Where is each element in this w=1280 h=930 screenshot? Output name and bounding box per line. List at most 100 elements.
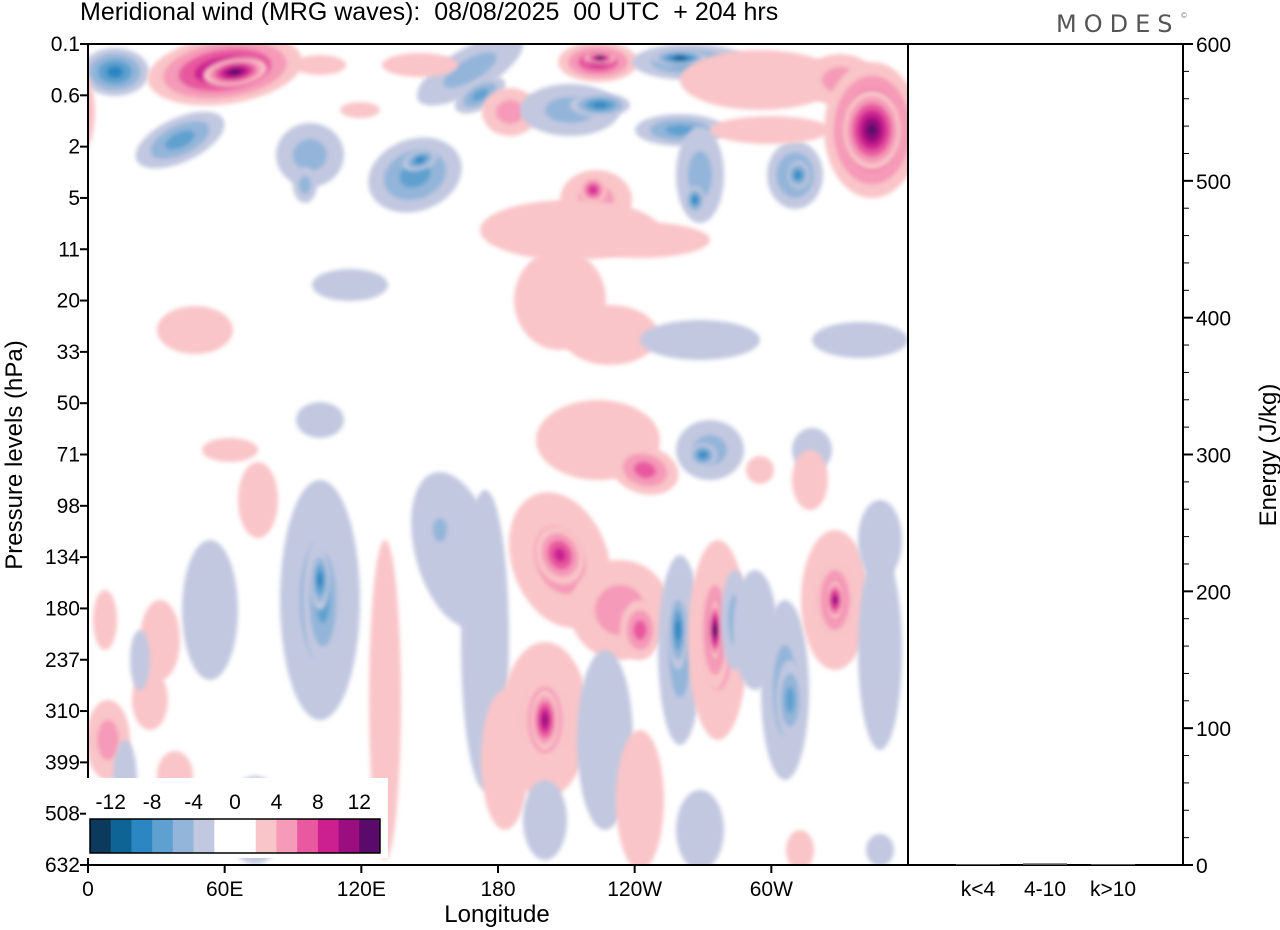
pressure-axis: 0.1 0.6 2 5 11 20 33 50 71 98 134 180 237 310 399 508 63… [45,33,88,877]
colorbar-label: 0 [229,791,241,814]
contour-level [106,66,124,78]
contour-level [633,620,647,640]
negative-anomaly [858,500,902,580]
colorbar-swatch [359,819,381,853]
x-tick-label: 120W [607,878,662,901]
y-tick-label: 5 [68,187,80,210]
heatmap-panel: 0.1 0.6 2 5 11 20 33 50 71 98 134 180 237 310 399 508 63… [45,33,909,901]
x-tick-label: 0 [82,878,94,901]
negative-anomaly [523,780,567,860]
negative-anomaly [310,550,330,610]
colorbar-swatch [152,819,174,853]
contour-level [296,402,344,438]
positive-anomaly [620,600,660,660]
y-tick-label: 71 [57,444,80,467]
contour-level [317,572,323,588]
contour-level [674,55,686,61]
positive-anomaly [535,525,585,585]
contour-level [616,730,664,865]
positive-anomaly [294,55,346,75]
energy-categories: k<4 4-10 k>10 [961,878,1136,901]
y-tick-label: 508 [45,803,80,826]
y-tick-label: 632 [45,854,80,877]
energy-axis-ticks: 0 100 200 300 400 500 600 [1183,34,1231,878]
contour-level [675,620,681,640]
negative-anomaly [676,790,724,865]
colorbar-swatch [90,819,112,853]
contour-level [165,130,195,150]
contour-level [640,320,760,360]
negative-anomaly [652,50,708,66]
negative-anomaly [570,93,630,117]
negative-anomaly [402,148,438,172]
x-tick-label: 180 [480,878,515,901]
energy-tick-label: 200 [1196,581,1231,604]
contour-level [97,720,119,760]
contour-level [692,196,698,204]
positive-anomaly [842,90,902,170]
x-tick-label: 60W [750,878,793,901]
energy-panel: 0 100 200 300 400 500 600 k<4 4-10 k>10 [908,34,1231,901]
contour-level [699,452,707,458]
colorbar-swatch [235,819,257,853]
colorbar-frame [89,818,381,854]
energy-bar [1023,863,1067,865]
contour-level [480,200,660,260]
contour-level [589,186,597,194]
energy-category-label: k<4 [961,878,996,901]
negative-anomaly [858,550,902,750]
x-axis-title: Longitude [444,901,549,928]
logo-copyright-mark: © [1181,11,1187,20]
contour-level [229,68,241,76]
colorbar-swatch [297,819,319,853]
contour-level [786,830,814,865]
negative-anomaly [293,167,317,203]
y-tick-label: 180 [45,597,80,620]
contour-level [299,176,311,194]
y-tick-label: 33 [57,341,80,364]
colorbar-label: -8 [143,791,162,814]
contour-level [858,500,902,580]
contour-level [88,77,95,147]
positive-anomaly [710,116,830,144]
colorbar-swatch [214,819,236,853]
energy-tick-label: 100 [1196,718,1231,741]
contour-level [867,123,877,137]
y-tick-label: 399 [45,751,80,774]
positive-anomaly [238,462,278,538]
colorbar-label: 8 [312,791,324,814]
colorbar-swatch [110,819,132,853]
contour-level [293,139,327,171]
colorbar-label: -4 [184,791,203,814]
contour-level [443,52,497,88]
negative-anomaly [416,44,524,106]
colorbar: -12 -8 -4 0 4 8 12 [86,778,388,858]
colorbar-swatch [193,819,215,853]
colorbar-label: 12 [348,791,371,814]
y-tick-label: 2 [68,136,80,159]
y-tick-label: 237 [45,649,80,672]
modes-logo: MODES [1056,10,1180,38]
contour-level [712,625,718,635]
positive-anomaly [531,690,559,750]
negative-anomaly [135,111,225,169]
contour-level [238,462,278,538]
contour-level [157,306,233,354]
negative-anomaly [130,630,150,690]
negative-anomaly [88,48,149,96]
negative-anomaly [276,123,344,187]
positive-anomaly [611,445,679,495]
contour-level [542,714,548,726]
y-tick-label: 0.1 [51,33,80,56]
colorbar-swatch [131,819,153,853]
chart-title: Meridional wind (MRG waves): 08/08/2025 … [80,0,779,26]
positive-anomaly [382,53,458,77]
y-tick-label: 98 [57,495,80,518]
energy-category-label: k>10 [1090,878,1136,901]
x-tick-label: 60E [206,878,243,901]
contour-level [523,780,567,860]
negative-anomaly [812,322,908,358]
colorbar-swatch [276,819,298,853]
contour-level [866,834,894,865]
